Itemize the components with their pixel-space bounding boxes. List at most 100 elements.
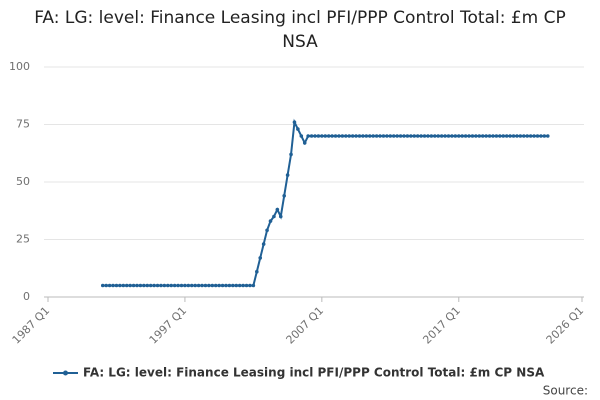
point (176, 283, 180, 288)
point (296, 127, 300, 131)
point (330, 134, 334, 138)
point (463, 134, 468, 138)
point (172, 283, 177, 288)
point (470, 134, 475, 138)
point (107, 283, 112, 288)
point (118, 283, 122, 288)
point (474, 134, 478, 138)
point (525, 134, 530, 138)
point (166, 283, 170, 288)
point (340, 134, 345, 138)
point (347, 134, 352, 138)
point (272, 214, 276, 219)
point (443, 134, 447, 138)
point (124, 283, 129, 288)
point (326, 134, 331, 138)
point (289, 152, 293, 157)
point (398, 134, 403, 138)
point (508, 134, 512, 138)
point (179, 283, 184, 288)
point (104, 283, 108, 288)
point (357, 134, 362, 138)
point (477, 134, 482, 138)
point (155, 283, 160, 288)
point (501, 134, 506, 138)
point (388, 134, 393, 138)
point (255, 269, 259, 274)
point (278, 214, 283, 219)
point (186, 283, 191, 288)
point (344, 134, 348, 138)
point (111, 283, 115, 288)
point (409, 134, 413, 138)
point (528, 134, 533, 138)
point (145, 283, 150, 288)
point (484, 134, 488, 138)
point (138, 283, 143, 288)
point (213, 283, 218, 288)
point (378, 134, 382, 138)
point (504, 134, 509, 138)
point (391, 134, 396, 138)
point (227, 283, 232, 288)
point (381, 134, 386, 138)
point (217, 283, 221, 288)
point (385, 134, 389, 138)
y-tick-label: 100 (9, 60, 30, 73)
point (251, 283, 256, 288)
point (333, 134, 338, 138)
point (491, 134, 495, 138)
source: Source: (543, 384, 588, 398)
point (299, 134, 304, 138)
point (285, 173, 290, 177)
point (152, 283, 156, 288)
x-tick-label: 2007 Q1 (284, 304, 327, 347)
point (237, 283, 242, 288)
point (203, 283, 208, 288)
point (306, 134, 310, 138)
x-tick-label: 2017 Q1 (420, 304, 463, 347)
x-tick-label: 1997 Q1 (147, 304, 190, 347)
legend-marker (63, 370, 68, 376)
point (302, 141, 307, 145)
point (467, 134, 471, 138)
point (487, 134, 492, 138)
point (207, 283, 211, 288)
point (100, 283, 105, 288)
point (545, 134, 550, 138)
point (309, 134, 314, 138)
point (244, 283, 249, 288)
point (419, 134, 423, 138)
point (532, 134, 536, 138)
point (193, 283, 197, 288)
point (395, 134, 399, 138)
point (453, 134, 458, 138)
point (446, 134, 451, 138)
point (354, 134, 358, 138)
point (367, 134, 372, 138)
point (320, 134, 324, 138)
point (148, 283, 153, 288)
point (268, 219, 273, 223)
point (210, 283, 215, 288)
point (248, 283, 252, 288)
point (234, 283, 239, 288)
point (433, 134, 437, 138)
point (371, 134, 375, 138)
point (169, 283, 174, 288)
point (282, 194, 286, 198)
point (494, 134, 499, 138)
point (275, 207, 280, 212)
point (405, 134, 410, 138)
point (429, 134, 434, 138)
point (261, 242, 266, 246)
point (121, 283, 126, 288)
x-tick-label: 2026 Q1 (544, 304, 587, 347)
point (196, 283, 201, 288)
point (422, 134, 427, 138)
point (498, 134, 502, 138)
point (350, 134, 355, 138)
y-tick-label: 50 (16, 175, 30, 188)
point (364, 134, 369, 138)
